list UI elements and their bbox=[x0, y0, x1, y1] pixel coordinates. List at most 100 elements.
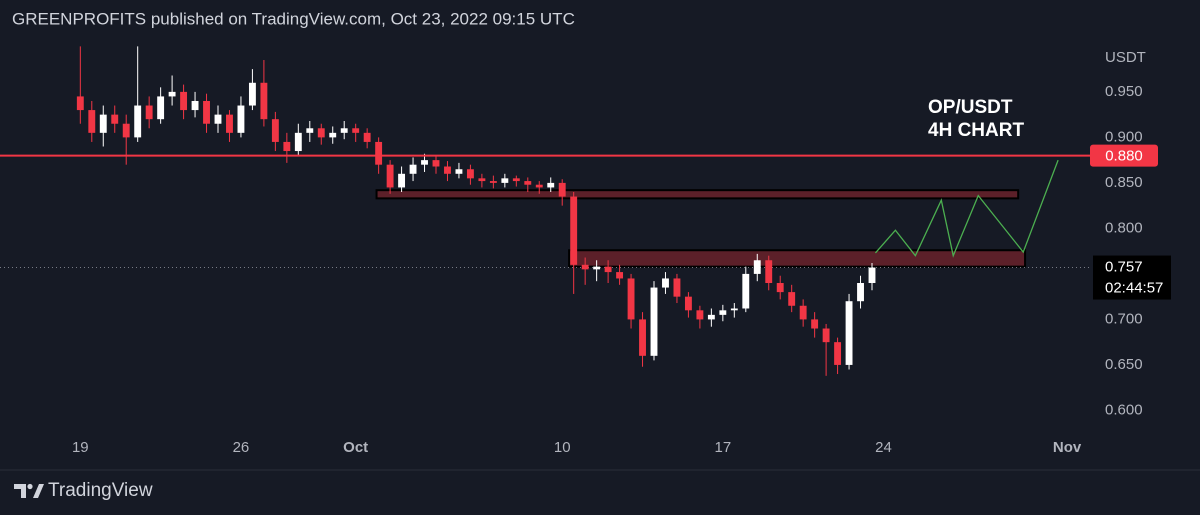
y-tick-label: 0.800 bbox=[1105, 219, 1143, 236]
candle-body bbox=[834, 342, 842, 365]
x-tick-label: 10 bbox=[554, 439, 571, 456]
candle-body bbox=[776, 283, 784, 293]
candle-body bbox=[512, 178, 520, 182]
candle-body bbox=[88, 110, 96, 133]
x-tick-label: Oct bbox=[343, 439, 368, 456]
candle-body bbox=[455, 169, 463, 174]
candle-body bbox=[466, 169, 474, 179]
price-line-label: 0.880 bbox=[1105, 148, 1143, 165]
candle-body bbox=[753, 260, 761, 274]
candle-body bbox=[489, 181, 497, 183]
candle-body bbox=[191, 100, 199, 111]
chart-subtitle: 4H CHART bbox=[928, 120, 1024, 141]
candle-body bbox=[444, 166, 451, 174]
candle-body bbox=[788, 292, 796, 306]
y-tick-label: 0.700 bbox=[1105, 310, 1143, 327]
candle-body bbox=[375, 141, 383, 165]
candle-body bbox=[673, 278, 681, 297]
x-tick-label: 17 bbox=[714, 439, 731, 456]
candle-body bbox=[650, 287, 658, 356]
candle-body bbox=[639, 319, 646, 356]
y-tick-label: 0.850 bbox=[1105, 174, 1143, 191]
candle-body bbox=[478, 178, 486, 182]
candle-body bbox=[570, 196, 578, 265]
candle-body bbox=[581, 264, 589, 270]
candle-body bbox=[799, 305, 807, 320]
last-price-label: 0.757 bbox=[1105, 259, 1143, 276]
countdown-label: 02:44:57 bbox=[1105, 280, 1163, 297]
candle-body bbox=[535, 184, 543, 188]
candle-body bbox=[857, 283, 864, 302]
candle-body bbox=[283, 141, 291, 152]
candle-body bbox=[260, 82, 268, 120]
candle-body bbox=[76, 96, 84, 111]
price-line-label-box bbox=[1090, 144, 1158, 167]
candle-body bbox=[168, 91, 176, 97]
candle-body bbox=[122, 123, 130, 138]
footer-brand: TradingView bbox=[48, 480, 153, 501]
candle-body bbox=[765, 260, 773, 284]
candle-body bbox=[593, 266, 601, 270]
support-zone bbox=[568, 249, 1027, 268]
candle-body bbox=[329, 132, 337, 138]
candle-body bbox=[111, 114, 119, 124]
last-price-box bbox=[1093, 255, 1171, 300]
chart-title: OP/USDT bbox=[928, 97, 1013, 118]
candle-body bbox=[214, 114, 222, 124]
x-tick-label: Nov bbox=[1053, 439, 1082, 456]
y-tick-label: 0.950 bbox=[1105, 83, 1143, 100]
y-tick-label: 0.600 bbox=[1105, 401, 1143, 418]
candle-body bbox=[203, 100, 210, 124]
candle-body bbox=[627, 278, 635, 320]
candle-body bbox=[145, 105, 153, 120]
candle-body bbox=[352, 128, 360, 133]
candle-body bbox=[340, 128, 348, 133]
candle-body bbox=[742, 273, 750, 309]
candle-body bbox=[684, 296, 692, 311]
x-tick-label: 19 bbox=[72, 439, 89, 456]
y-axis-label: USDT bbox=[1105, 49, 1146, 66]
candle-body bbox=[226, 114, 233, 133]
y-tick-label: 0.650 bbox=[1105, 356, 1143, 373]
logo-dot bbox=[27, 483, 33, 490]
candle-body bbox=[134, 105, 142, 138]
candle-body bbox=[421, 160, 428, 165]
candle-body bbox=[386, 164, 394, 188]
candle-body bbox=[822, 328, 830, 343]
candle-body bbox=[501, 178, 509, 183]
candle-body bbox=[294, 132, 302, 152]
candle-body bbox=[409, 164, 417, 174]
candle-body bbox=[271, 119, 279, 142]
candle-body bbox=[547, 182, 555, 188]
candle-body bbox=[306, 128, 314, 133]
candle-body bbox=[811, 319, 819, 329]
candle-body bbox=[524, 181, 532, 185]
candle-body bbox=[616, 272, 624, 279]
candle-body bbox=[157, 96, 165, 120]
x-tick-label: 24 bbox=[875, 439, 892, 456]
candle-body bbox=[317, 128, 325, 138]
candle-body bbox=[398, 173, 406, 188]
candle-body bbox=[719, 310, 727, 315]
y-tick-label: 0.900 bbox=[1105, 128, 1143, 145]
candle-body bbox=[868, 267, 876, 284]
header: GREENPROFITS published on TradingView.co… bbox=[12, 9, 575, 28]
candle-body bbox=[363, 132, 371, 142]
candle-body bbox=[707, 314, 715, 320]
candle-body bbox=[845, 301, 853, 365]
support-zone bbox=[375, 189, 1020, 200]
x-tick-label: 26 bbox=[233, 439, 250, 456]
tradingview-logo bbox=[14, 483, 44, 498]
candle-body bbox=[662, 278, 669, 288]
candle-body bbox=[432, 160, 440, 167]
candle-body bbox=[696, 310, 704, 320]
candle-body bbox=[237, 105, 245, 133]
candle-body bbox=[180, 91, 188, 111]
candle-body bbox=[248, 82, 256, 106]
logo-shape bbox=[14, 484, 26, 498]
logo-shape bbox=[33, 484, 44, 498]
plot-area bbox=[0, 46, 1090, 376]
candle-body bbox=[730, 308, 738, 311]
